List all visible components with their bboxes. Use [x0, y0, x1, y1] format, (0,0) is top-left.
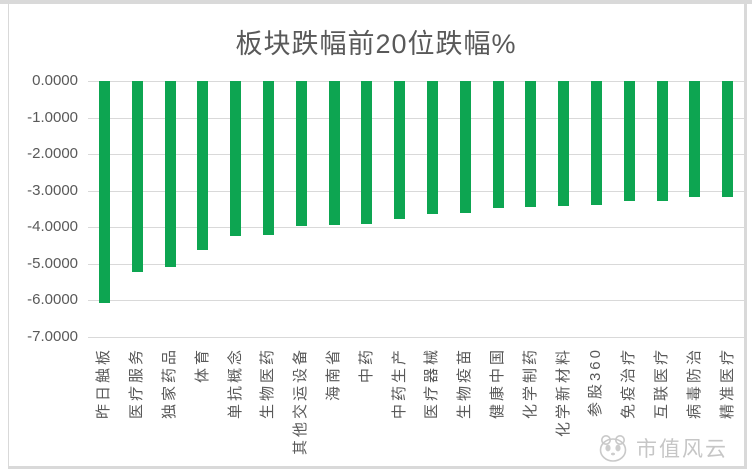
gridline: [88, 81, 744, 82]
category-label: 精准医疗: [718, 347, 736, 420]
bar-6: [262, 81, 274, 236]
panda-logo-icon: [596, 433, 630, 463]
category-label: 健康中国: [489, 347, 506, 420]
bar-19: [689, 81, 701, 198]
bar-1: [98, 81, 110, 304]
category-label: 海南省: [325, 347, 342, 402]
image-top-border: [0, 0, 752, 4]
bar-20: [722, 81, 734, 198]
y-axis-tick-label: -6.0000: [27, 291, 78, 308]
category-label: 参股360: [587, 347, 605, 418]
category-label: 体育: [193, 347, 211, 384]
bar-4: [197, 81, 209, 250]
category-label: 病毒防治: [685, 347, 703, 420]
category-label: 其他交运设备: [292, 347, 310, 456]
gridline: [88, 117, 744, 119]
bar-15: [558, 81, 570, 206]
category-label: 免疫治疗: [620, 347, 638, 420]
category-label: 医疗服务: [128, 347, 146, 420]
bar-18: [656, 81, 668, 201]
category-label: 生物医药: [259, 347, 277, 420]
bar-2: [131, 81, 143, 273]
category-label: 互联医疗: [653, 347, 670, 420]
gridline: [88, 190, 744, 192]
bar-12: [459, 81, 471, 214]
watermark-text: 市值风云: [636, 438, 728, 461]
y-axis-tick-label: -4.0000: [27, 218, 78, 235]
y-axis-tick-label: -1.0000: [27, 108, 78, 126]
category-label: 单抗概念: [226, 347, 244, 420]
y-axis-tick-label: 0.0000: [32, 72, 78, 89]
category-label: 中药生产: [390, 347, 408, 420]
bar-10: [394, 81, 406, 220]
gridline: [88, 300, 744, 301]
category-label: 独家药品: [161, 347, 178, 420]
y-axis-tick-label: -5.0000: [27, 254, 78, 272]
bar-7: [295, 81, 307, 226]
image-frame-border: [8, 4, 747, 469]
category-label: 化学新材料: [554, 347, 572, 438]
gridline: [88, 227, 744, 228]
category-label: 医疗器械: [423, 347, 441, 420]
category-label: 生物疫苗: [456, 347, 474, 420]
chart-title: 板块跌幅前20位跌幅%: [235, 29, 517, 59]
bar-8: [328, 81, 340, 226]
gridline: [88, 336, 744, 338]
bar-11: [426, 81, 438, 214]
bar-9: [361, 81, 373, 225]
bar-17: [623, 81, 635, 202]
bar-3: [164, 81, 176, 267]
y-axis-tick-label: -7.0000: [27, 327, 78, 345]
bar-13: [492, 81, 504, 208]
y-axis-tick-label: -2.0000: [27, 145, 78, 162]
category-label: 昨日触板: [95, 347, 113, 420]
watermark: 市值风云: [596, 433, 728, 463]
bar-16: [590, 81, 602, 206]
category-label: 化学制药: [521, 347, 539, 420]
category-label: 中药: [357, 347, 375, 384]
y-axis-tick-label: -3.0000: [27, 181, 78, 199]
gridline: [88, 154, 744, 155]
bar-14: [525, 81, 537, 208]
gridline: [88, 263, 744, 265]
bar-5: [230, 81, 242, 236]
